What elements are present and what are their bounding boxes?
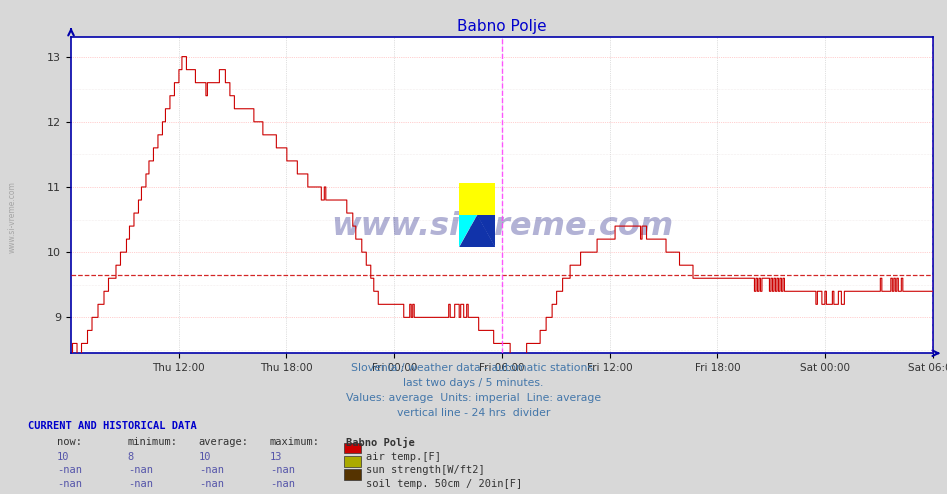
- Text: average:: average:: [199, 437, 249, 447]
- Text: Slovenia / weather data - automatic stations.: Slovenia / weather data - automatic stat…: [350, 363, 597, 373]
- Polygon shape: [459, 215, 477, 247]
- Text: 10: 10: [57, 452, 69, 462]
- Text: -nan: -nan: [199, 465, 223, 475]
- Text: CURRENT AND HISTORICAL DATA: CURRENT AND HISTORICAL DATA: [28, 421, 197, 431]
- Text: vertical line - 24 hrs  divider: vertical line - 24 hrs divider: [397, 408, 550, 417]
- Text: www.si-vreme.com: www.si-vreme.com: [8, 181, 17, 253]
- Text: -nan: -nan: [270, 465, 295, 475]
- Text: www.si-vreme.com: www.si-vreme.com: [331, 211, 673, 242]
- Text: sun strength[W/ft2]: sun strength[W/ft2]: [366, 465, 484, 475]
- Text: -nan: -nan: [128, 479, 152, 489]
- Polygon shape: [459, 183, 495, 215]
- Text: soil temp. 50cm / 20in[F]: soil temp. 50cm / 20in[F]: [366, 479, 522, 489]
- Text: 10: 10: [199, 452, 211, 462]
- Text: -nan: -nan: [57, 479, 81, 489]
- Text: Values: average  Units: imperial  Line: average: Values: average Units: imperial Line: av…: [346, 393, 601, 403]
- Text: 8: 8: [128, 452, 134, 462]
- Text: minimum:: minimum:: [128, 437, 178, 447]
- Text: maximum:: maximum:: [270, 437, 320, 447]
- Title: Babno Polje: Babno Polje: [457, 19, 546, 35]
- Text: -nan: -nan: [199, 479, 223, 489]
- Text: 13: 13: [270, 452, 282, 462]
- Polygon shape: [459, 215, 495, 247]
- Text: now:: now:: [57, 437, 81, 447]
- Text: Babno Polje: Babno Polje: [346, 437, 415, 448]
- Text: -nan: -nan: [128, 465, 152, 475]
- Polygon shape: [477, 215, 495, 247]
- Text: last two days / 5 minutes.: last two days / 5 minutes.: [403, 378, 544, 388]
- Text: -nan: -nan: [270, 479, 295, 489]
- Text: -nan: -nan: [57, 465, 81, 475]
- Text: air temp.[F]: air temp.[F]: [366, 452, 440, 462]
